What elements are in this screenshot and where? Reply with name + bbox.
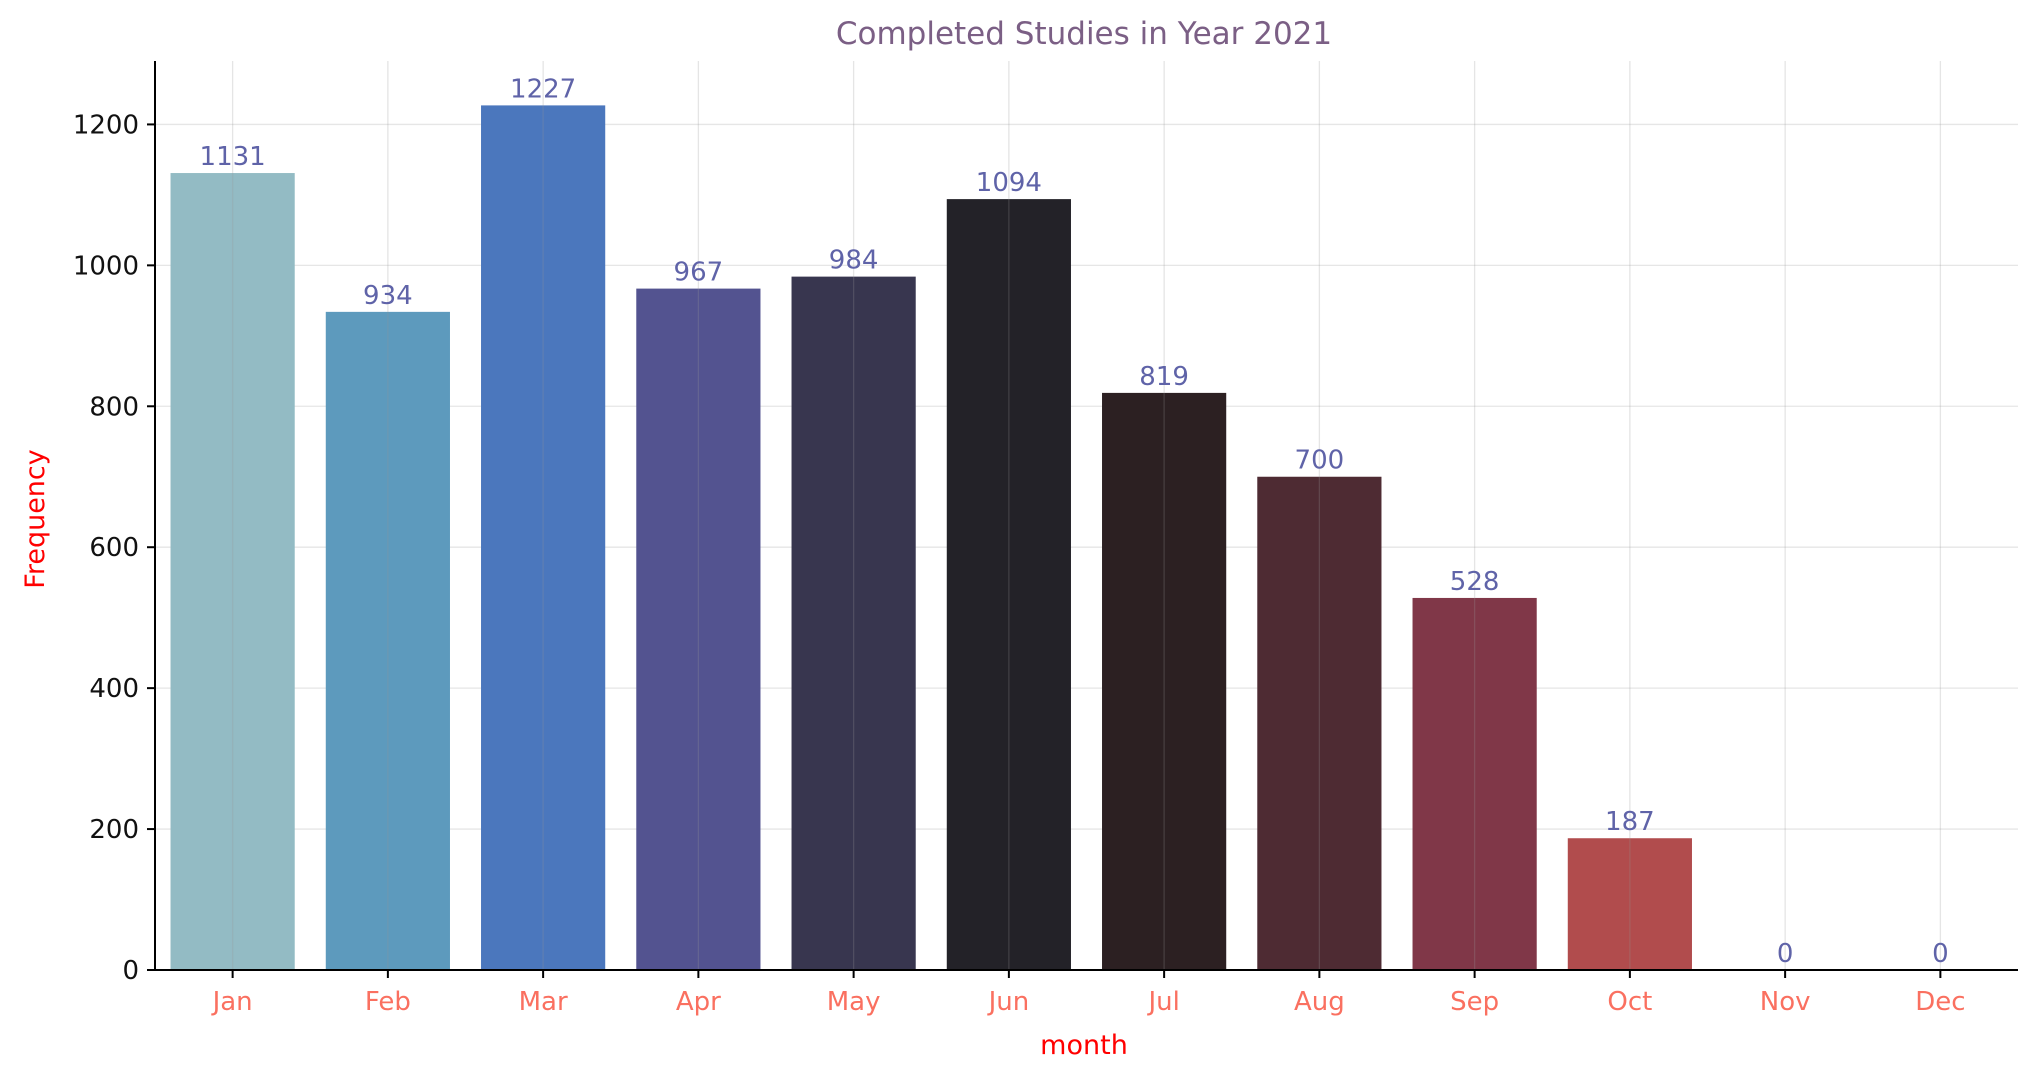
- x-tick-label-may: May: [827, 987, 881, 1017]
- bar-aug: [1257, 476, 1382, 970]
- x-tick-label-apr: Apr: [676, 987, 721, 1017]
- y-tick-label: 0: [122, 956, 139, 986]
- value-label-may: 984: [829, 246, 879, 276]
- bar-jul: [1102, 392, 1227, 970]
- bar-sep: [1412, 597, 1537, 970]
- bar-apr: [636, 288, 761, 971]
- value-label-jun: 1094: [976, 168, 1042, 198]
- y-tick-label: 1200: [73, 110, 139, 140]
- vertical-grid-lines: [231, 61, 1942, 970]
- x-tick-label-feb: Feb: [365, 987, 411, 1017]
- value-label-apr: 967: [674, 258, 724, 288]
- value-label-oct: 187: [1605, 807, 1655, 837]
- x-axis-label: month: [1040, 1030, 1128, 1061]
- y-tick-label: 400: [89, 674, 139, 704]
- x-tick-label-sep: Sep: [1450, 987, 1499, 1017]
- value-label-dec: 0: [1932, 939, 1949, 969]
- value-label-sep: 528: [1450, 567, 1500, 597]
- grid-lines: [155, 123, 2018, 971]
- value-label-jul: 819: [1139, 362, 1189, 392]
- axes: 0 200 400 600 800 1000 1200 Jan Feb Mar Apr May Jun J…: [73, 61, 2018, 1017]
- bar-oct: [1567, 838, 1692, 970]
- bar-jun: [946, 199, 1071, 970]
- value-label-nov: 0: [1777, 939, 1794, 969]
- value-label-aug: 700: [1295, 446, 1345, 476]
- chart-title: Completed Studies in Year 2021: [836, 16, 1332, 52]
- x-tick-label-dec: Dec: [1915, 987, 1965, 1017]
- bar-mar: [481, 105, 606, 971]
- bar-jan: [170, 173, 295, 970]
- bar-feb: [325, 311, 450, 970]
- x-tick-label-oct: Oct: [1607, 987, 1652, 1017]
- x-tick-label-aug: Aug: [1294, 987, 1345, 1017]
- y-tick-label: 800: [89, 392, 139, 422]
- x-tick-label-jul: Jul: [1146, 987, 1179, 1017]
- x-tick-label-jun: Jun: [987, 987, 1030, 1017]
- y-tick-label: 600: [89, 533, 139, 563]
- value-label-jan: 1131: [200, 142, 266, 172]
- y-tick-label: 1000: [73, 251, 139, 281]
- x-tick-label-jan: Jan: [211, 987, 253, 1017]
- bars: [170, 105, 1692, 971]
- x-tick-label-nov: Nov: [1760, 987, 1811, 1017]
- y-axis-label: Frequency: [20, 449, 51, 589]
- value-labels: 1131 934 1227 967 984 1094 819 700 528 187 0 0: [200, 74, 1949, 969]
- x-tick-label-mar: Mar: [519, 987, 568, 1017]
- y-tick-label: 200: [89, 815, 139, 845]
- value-label-feb: 934: [363, 281, 413, 311]
- value-label-mar: 1227: [510, 74, 576, 104]
- bar-may: [791, 276, 916, 970]
